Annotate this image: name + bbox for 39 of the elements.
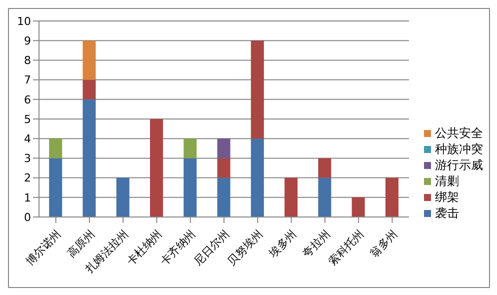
y-tick-label: 9: [24, 34, 31, 48]
bar: [318, 178, 332, 217]
y-tick-label: 4: [24, 132, 31, 146]
y-tick-label: 0: [24, 210, 31, 224]
bar: [150, 119, 163, 217]
bar: [318, 158, 332, 178]
bar: [385, 178, 398, 217]
y-tick-label: 8: [24, 54, 31, 68]
legend-label: 袭击: [435, 204, 459, 222]
bar: [352, 197, 365, 217]
legend-label: 清剿: [435, 172, 459, 190]
y-tick-label: 10: [17, 14, 31, 28]
bar: [217, 178, 230, 217]
y-tick-label: 1: [24, 191, 31, 204]
x-tick-label: 翁多州: [367, 228, 400, 260]
bar: [184, 138, 197, 158]
legend-label: 种族冲突: [435, 140, 483, 158]
legend-label: 绑架: [435, 188, 459, 206]
bar: [116, 178, 130, 217]
x-tick-label: 博尔诺州: [23, 228, 64, 268]
bar: [49, 138, 62, 158]
bar: [250, 40, 264, 139]
y-tick-label: 7: [24, 74, 31, 87]
bar: [82, 40, 96, 80]
bar: [250, 138, 264, 217]
y-tick-label: 5: [24, 112, 31, 126]
y-tick-label: 3: [24, 152, 31, 166]
bar: [217, 158, 230, 178]
legend-label: 公共安全: [435, 124, 483, 142]
bar: [49, 158, 62, 217]
bar: [284, 178, 298, 217]
y-tick-label: 6: [24, 93, 31, 106]
bar: [82, 80, 96, 100]
y-tick-label: 2: [24, 172, 31, 185]
bar: [82, 99, 96, 217]
bar: [184, 158, 197, 217]
legend-label: 游行示威: [435, 156, 483, 174]
x-tick-label: 埃多州: [266, 228, 300, 261]
bar: [217, 138, 230, 158]
